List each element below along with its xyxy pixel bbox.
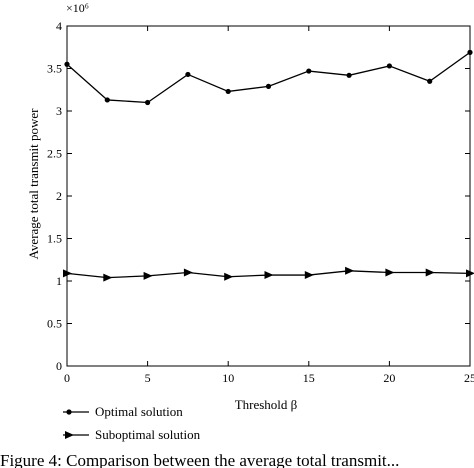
y-tick-label: 0 (56, 359, 62, 373)
y-tick-label: 4 (56, 19, 62, 33)
data-point (185, 71, 191, 78)
x-tick-label: 10 (222, 371, 234, 385)
plot-frame (66, 25, 471, 367)
x-tick-label: 15 (303, 371, 315, 385)
y-axis: 0 0.5 1 1.5 2 2.5 3 3.5 4 (47, 19, 470, 373)
x-tick-label: 25 (464, 371, 474, 385)
legend-marker (66, 409, 72, 415)
data-point (265, 83, 272, 89)
series-line (66, 51, 471, 104)
legend: Optimal solution Suboptimal solution (63, 404, 201, 442)
y-tick-label: 2.5 (47, 147, 62, 161)
data-point (346, 72, 352, 78)
data-point (264, 271, 274, 280)
data-point (143, 271, 153, 280)
y-tick-label: 3 (56, 104, 62, 118)
data-point (467, 49, 473, 55)
data-point (427, 78, 433, 84)
y-tick-label: 1 (56, 274, 62, 288)
data-point (64, 61, 70, 67)
data-point (63, 269, 72, 278)
y-axis-title: Average total transmit power (26, 108, 41, 260)
data-point (304, 271, 314, 280)
x-tick-label: 20 (383, 371, 395, 385)
data-point (386, 63, 392, 69)
x-tick-label: 5 (145, 371, 151, 385)
legend-item: Suboptimal solution (63, 427, 201, 442)
series-suboptimal (63, 266, 474, 282)
x-axis-title: Threshold β (235, 397, 298, 412)
data-point (385, 268, 395, 277)
y-multiplier: ×10⁶ (66, 1, 89, 15)
legend-marker (65, 431, 74, 439)
figure-caption: Figure 4: Comparison between the average… (0, 451, 399, 468)
series-layer (63, 49, 474, 282)
data-point (345, 266, 355, 275)
x-tick-label: 0 (64, 371, 70, 385)
data-point (466, 269, 474, 278)
legend-label: Optimal solution (95, 404, 183, 419)
y-tick-label: 0.5 (47, 317, 62, 331)
y-tick-label: 2 (56, 189, 62, 203)
data-point (224, 272, 234, 281)
data-point (103, 273, 113, 282)
data-point (425, 268, 435, 277)
plot-border (66, 25, 471, 367)
data-point (104, 97, 110, 103)
y-tick-label: 3.5 (47, 62, 62, 76)
data-point (225, 88, 231, 95)
data-point (183, 268, 193, 277)
x-axis: 0 5 10 15 20 25 (64, 26, 474, 385)
y-tick-label: 1.5 (47, 232, 62, 246)
legend-label: Suboptimal solution (95, 427, 201, 442)
legend-item: Optimal solution (63, 404, 183, 419)
data-point (306, 68, 312, 74)
series-optimal (64, 49, 473, 106)
data-point (145, 99, 151, 106)
